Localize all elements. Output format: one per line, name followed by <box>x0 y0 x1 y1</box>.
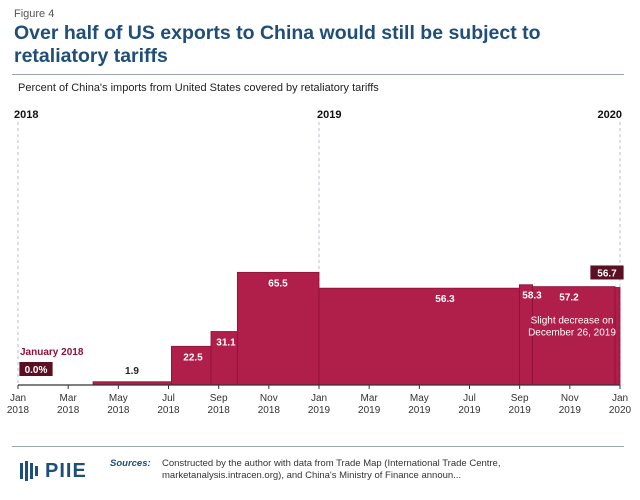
sources-text: Constructed by the author with data from… <box>162 458 632 482</box>
x-tick-label: Mar 2019 <box>358 393 381 416</box>
data-label-aug-2018: 31.1 <box>216 338 236 349</box>
sources-line-2: marketanalysis.intracen.org), and China'… <box>162 470 462 481</box>
step-bar <box>236 271 320 386</box>
x-tick-label: Jan 2018 <box>7 393 30 416</box>
x-tick-label: May 2018 <box>107 393 130 416</box>
top-divider <box>12 74 624 75</box>
data-label-jul-2018: 22.5 <box>183 352 203 363</box>
x-tick-label: Nov 2018 <box>258 393 281 416</box>
piie-logo-icon <box>18 460 40 482</box>
year-label-2019: 2019 <box>317 109 341 121</box>
data-label-dec-2019-box <box>590 265 624 280</box>
x-tick-label: Jul 2019 <box>458 393 481 416</box>
data-label-sep2-2019: 57.2 <box>559 293 579 304</box>
annotation-slight-decrease-line1: Slight decrease on <box>531 315 614 326</box>
x-tick-label: Mar 2018 <box>57 393 80 416</box>
data-label-jan-2018-box <box>19 362 53 376</box>
x-tick-label: May 2019 <box>408 393 431 416</box>
chart-subtitle: Percent of China's imports from United S… <box>18 82 379 94</box>
logo-text: PIIE <box>45 459 87 482</box>
x-tick-label: Sep 2019 <box>509 393 532 416</box>
x-tick-label: Nov 2019 <box>559 393 582 416</box>
data-label-apr-2018: 1.9 <box>125 366 139 377</box>
sources-label: Sources: <box>110 458 151 469</box>
step-bar <box>318 287 520 386</box>
year-label-2020: 2020 <box>598 109 622 121</box>
x-tick-label: Jul 2018 <box>157 393 180 416</box>
step-area-chart: 2018 2019 2020 Jan 2018 Mar 2018 May 2018 Jul 2018… <box>7 109 632 416</box>
data-label-jan-2018: 0.0% <box>25 365 48 376</box>
annotation-january-2018: January 2018 <box>20 347 84 358</box>
data-label-sep-2018: 65.5 <box>268 278 288 289</box>
x-tick-label: Sep 2018 <box>208 393 231 416</box>
annotation-slight-decrease-line2: December 26, 2019 <box>528 327 616 338</box>
chart-title: Over half of US exports to China would s… <box>14 22 541 67</box>
data-label-jan-2019: 56.3 <box>435 294 455 305</box>
year-label-2018: 2018 <box>14 109 38 121</box>
x-tick-label: Jan 2020 <box>609 393 632 416</box>
data-label-sep-2019: 58.3 <box>522 291 542 302</box>
x-tick-label: Jan 2019 <box>308 393 331 416</box>
bottom-divider <box>12 446 624 447</box>
piie-logo: PIIE <box>18 458 87 484</box>
data-label-dec-2019: 56.7 <box>597 268 617 279</box>
sources-line-1: Constructed by the author with data from… <box>162 458 501 469</box>
figure-label: Figure 4 <box>14 8 55 20</box>
